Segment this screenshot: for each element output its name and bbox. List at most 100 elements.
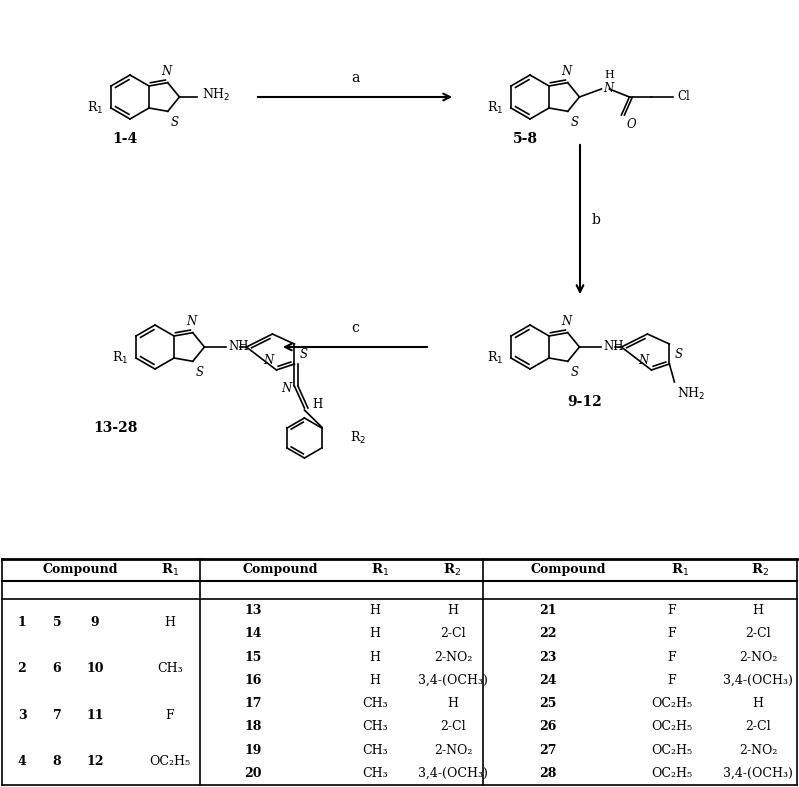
Text: 3,4-(OCH₃): 3,4-(OCH₃): [723, 674, 793, 687]
Text: NH$_2$: NH$_2$: [202, 87, 231, 103]
Text: b: b: [592, 212, 601, 227]
Text: CH₃: CH₃: [362, 697, 388, 710]
Text: H: H: [369, 627, 380, 641]
Text: N: N: [161, 65, 172, 78]
Text: Compound: Compound: [242, 563, 318, 577]
Text: O: O: [626, 118, 636, 131]
Text: 9-12: 9-12: [567, 395, 602, 409]
Text: F: F: [668, 627, 676, 641]
Text: S: S: [300, 348, 308, 360]
Text: 19: 19: [244, 744, 262, 756]
Text: c: c: [351, 321, 359, 335]
Text: F: F: [165, 709, 174, 722]
Text: R$_1$: R$_1$: [487, 100, 503, 116]
Text: R$_1$: R$_1$: [112, 350, 128, 366]
Text: H: H: [447, 604, 459, 617]
Text: H: H: [165, 615, 176, 629]
Text: R$_2$: R$_2$: [443, 562, 461, 578]
Text: Compound: Compound: [531, 563, 606, 577]
Text: 2-NO₂: 2-NO₂: [739, 651, 777, 663]
Text: 1-4: 1-4: [113, 132, 137, 146]
Text: H: H: [312, 397, 323, 411]
Text: H: H: [369, 674, 380, 687]
Text: 22: 22: [539, 627, 557, 641]
Text: 2: 2: [18, 662, 26, 675]
Text: 10: 10: [86, 662, 104, 675]
Text: 1: 1: [18, 615, 26, 629]
Text: CH₃: CH₃: [157, 662, 183, 675]
Text: N: N: [263, 354, 273, 367]
Text: R$_1$: R$_1$: [161, 562, 179, 578]
Text: 13-28: 13-28: [93, 421, 137, 435]
Text: OC₂H₅: OC₂H₅: [651, 697, 693, 710]
Text: R$_1$: R$_1$: [487, 350, 503, 366]
Text: OC₂H₅: OC₂H₅: [651, 767, 693, 780]
Text: 2-Cl: 2-Cl: [745, 720, 771, 733]
Text: H: H: [753, 697, 764, 710]
Text: N: N: [187, 315, 197, 327]
Text: a: a: [351, 71, 360, 85]
Text: 4: 4: [18, 756, 26, 768]
Text: 23: 23: [539, 651, 557, 663]
Text: Cl: Cl: [678, 91, 690, 104]
Text: 21: 21: [539, 604, 557, 617]
Text: 3: 3: [18, 709, 26, 722]
Text: S: S: [196, 366, 204, 379]
Text: 2-Cl: 2-Cl: [745, 627, 771, 641]
Text: R$_1$: R$_1$: [371, 562, 389, 578]
Text: N: N: [603, 82, 614, 94]
Text: 14: 14: [244, 627, 262, 641]
Text: H: H: [605, 70, 614, 80]
Text: 8: 8: [53, 756, 62, 768]
Text: 3,4-(OCH₃): 3,4-(OCH₃): [418, 767, 488, 780]
Text: H: H: [753, 604, 764, 617]
Text: F: F: [668, 651, 676, 663]
Text: NH$_2$: NH$_2$: [678, 386, 706, 402]
Text: Compound: Compound: [42, 563, 117, 577]
Text: 24: 24: [539, 674, 557, 687]
Text: 3,4-(OCH₃): 3,4-(OCH₃): [418, 674, 488, 687]
Text: H: H: [447, 697, 459, 710]
Text: S: S: [570, 366, 578, 379]
Text: H: H: [369, 651, 380, 663]
Text: 2-Cl: 2-Cl: [440, 627, 466, 641]
Text: NH: NH: [603, 339, 624, 353]
Text: S: S: [171, 116, 179, 129]
Text: 5-8: 5-8: [512, 132, 538, 146]
Text: 6: 6: [53, 662, 62, 675]
Text: R$_1$: R$_1$: [671, 562, 689, 578]
Text: F: F: [668, 604, 676, 617]
Text: S: S: [674, 348, 682, 360]
Text: S: S: [570, 116, 578, 129]
Text: 2-Cl: 2-Cl: [440, 720, 466, 733]
Text: 13: 13: [244, 604, 262, 617]
Text: 3,4-(OCH₃): 3,4-(OCH₃): [723, 767, 793, 780]
Text: N: N: [562, 315, 572, 327]
Text: 28: 28: [539, 767, 557, 780]
Text: 26: 26: [539, 720, 557, 733]
Text: R$_1$: R$_1$: [86, 100, 103, 116]
Text: 7: 7: [53, 709, 62, 722]
Text: 16: 16: [244, 674, 262, 687]
Text: 27: 27: [539, 744, 557, 756]
Text: OC₂H₅: OC₂H₅: [149, 756, 191, 768]
Text: 11: 11: [86, 709, 104, 722]
Text: 18: 18: [244, 720, 262, 733]
Text: N: N: [281, 382, 292, 396]
Text: 12: 12: [86, 756, 104, 768]
Text: CH₃: CH₃: [362, 767, 388, 780]
Text: 15: 15: [244, 651, 262, 663]
Text: CH₃: CH₃: [362, 744, 388, 756]
Text: 2-NO₂: 2-NO₂: [434, 651, 472, 663]
Text: R$_2$: R$_2$: [751, 562, 769, 578]
Text: OC₂H₅: OC₂H₅: [651, 744, 693, 756]
Text: OC₂H₅: OC₂H₅: [651, 720, 693, 733]
Text: N: N: [562, 65, 572, 78]
Text: NH: NH: [229, 339, 249, 353]
Text: 17: 17: [244, 697, 262, 710]
Text: 25: 25: [539, 697, 557, 710]
Text: CH₃: CH₃: [362, 720, 388, 733]
Text: 2-NO₂: 2-NO₂: [434, 744, 472, 756]
Text: 2-NO₂: 2-NO₂: [739, 744, 777, 756]
Text: 20: 20: [244, 767, 262, 780]
